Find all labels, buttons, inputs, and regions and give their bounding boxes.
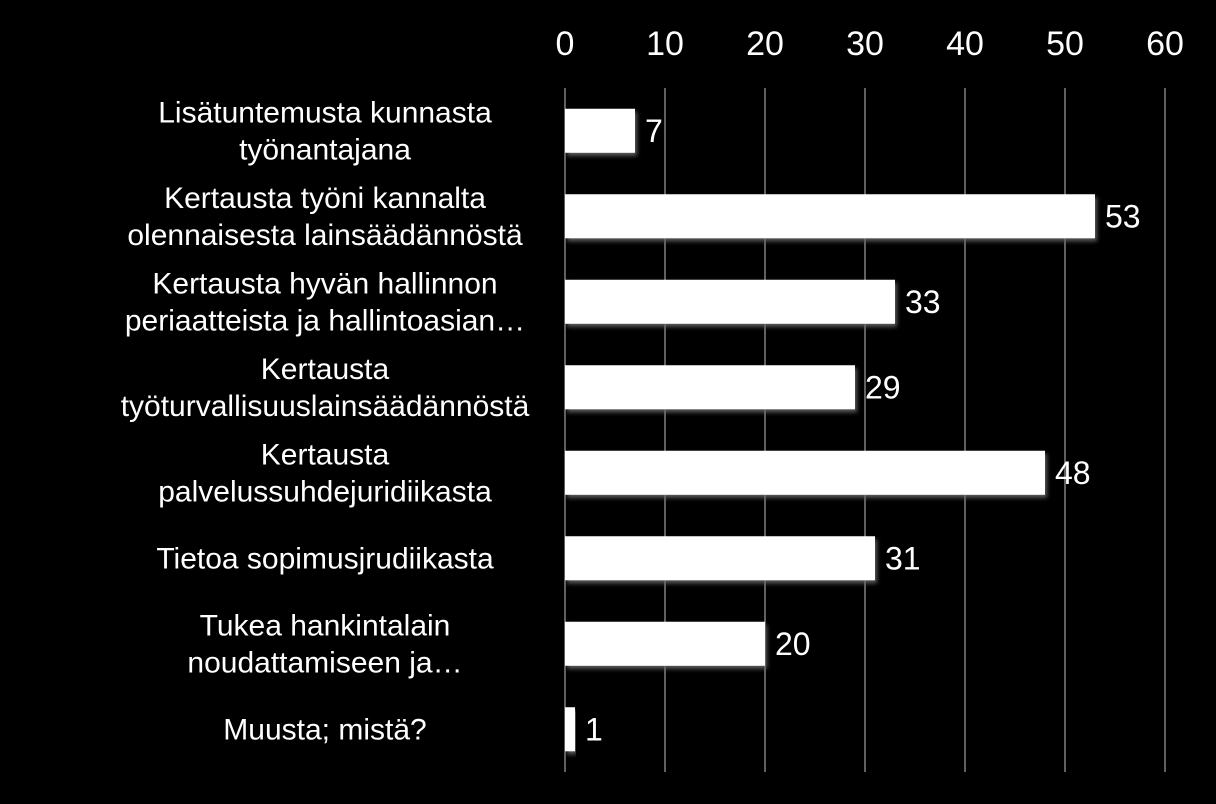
bar [565,707,575,752]
data-label: 33 [905,284,941,320]
data-label: 1 [585,711,603,747]
data-label: 53 [1105,198,1141,234]
data-label: 20 [775,626,811,662]
bars [565,108,1095,752]
x-tick-label: 20 [746,25,784,63]
bar [565,194,1095,239]
x-tick-label: 50 [1046,25,1084,63]
category-label: Lisätuntemusta kunnasta [158,96,492,129]
value-labels: 7 53 33 29 48 31 20 1 [585,113,1141,748]
bar [565,621,765,666]
bar [565,450,1045,495]
bar [565,279,895,324]
category-label: Tukea hankintalain [200,609,451,642]
category-labels: Lisätuntemusta kunnasta työnantajana Kerta… [121,96,530,746]
category-label: Muusta; mistä? [223,713,426,746]
bar [565,108,635,153]
category-label: työnantajana [239,133,411,166]
data-label: 31 [885,540,921,576]
category-label: palvelussuhdejuridiikasta [158,475,492,508]
category-label: Tietoa sopimusjrudiikasta [156,542,494,575]
x-tick-label: 60 [1146,25,1184,63]
bar [565,536,875,581]
x-tick-label: 0 [556,25,575,63]
x-tick-label: 30 [846,25,884,63]
x-tick-label: 10 [646,25,684,63]
bar [565,365,855,410]
x-tick-label: 40 [946,25,984,63]
category-label: Kertausta hyvän hallinnon [152,267,497,300]
x-axis-ticks: 0 10 20 30 40 50 60 [556,25,1184,63]
category-label: periaatteista ja hallintoasian… [125,304,525,337]
data-label: 29 [865,369,901,405]
data-label: 48 [1055,455,1091,491]
category-label: työturvallisuuslainsäädännöstä [121,390,530,423]
category-label: Kertausta [261,353,390,386]
data-label: 7 [645,113,663,149]
category-label: noudattamiseen ja… [187,646,462,679]
category-label: Kertausta [261,438,390,471]
category-label: Kertausta työni kannalta [164,182,486,215]
category-label: olennaisesta lainsäädännöstä [127,219,523,252]
